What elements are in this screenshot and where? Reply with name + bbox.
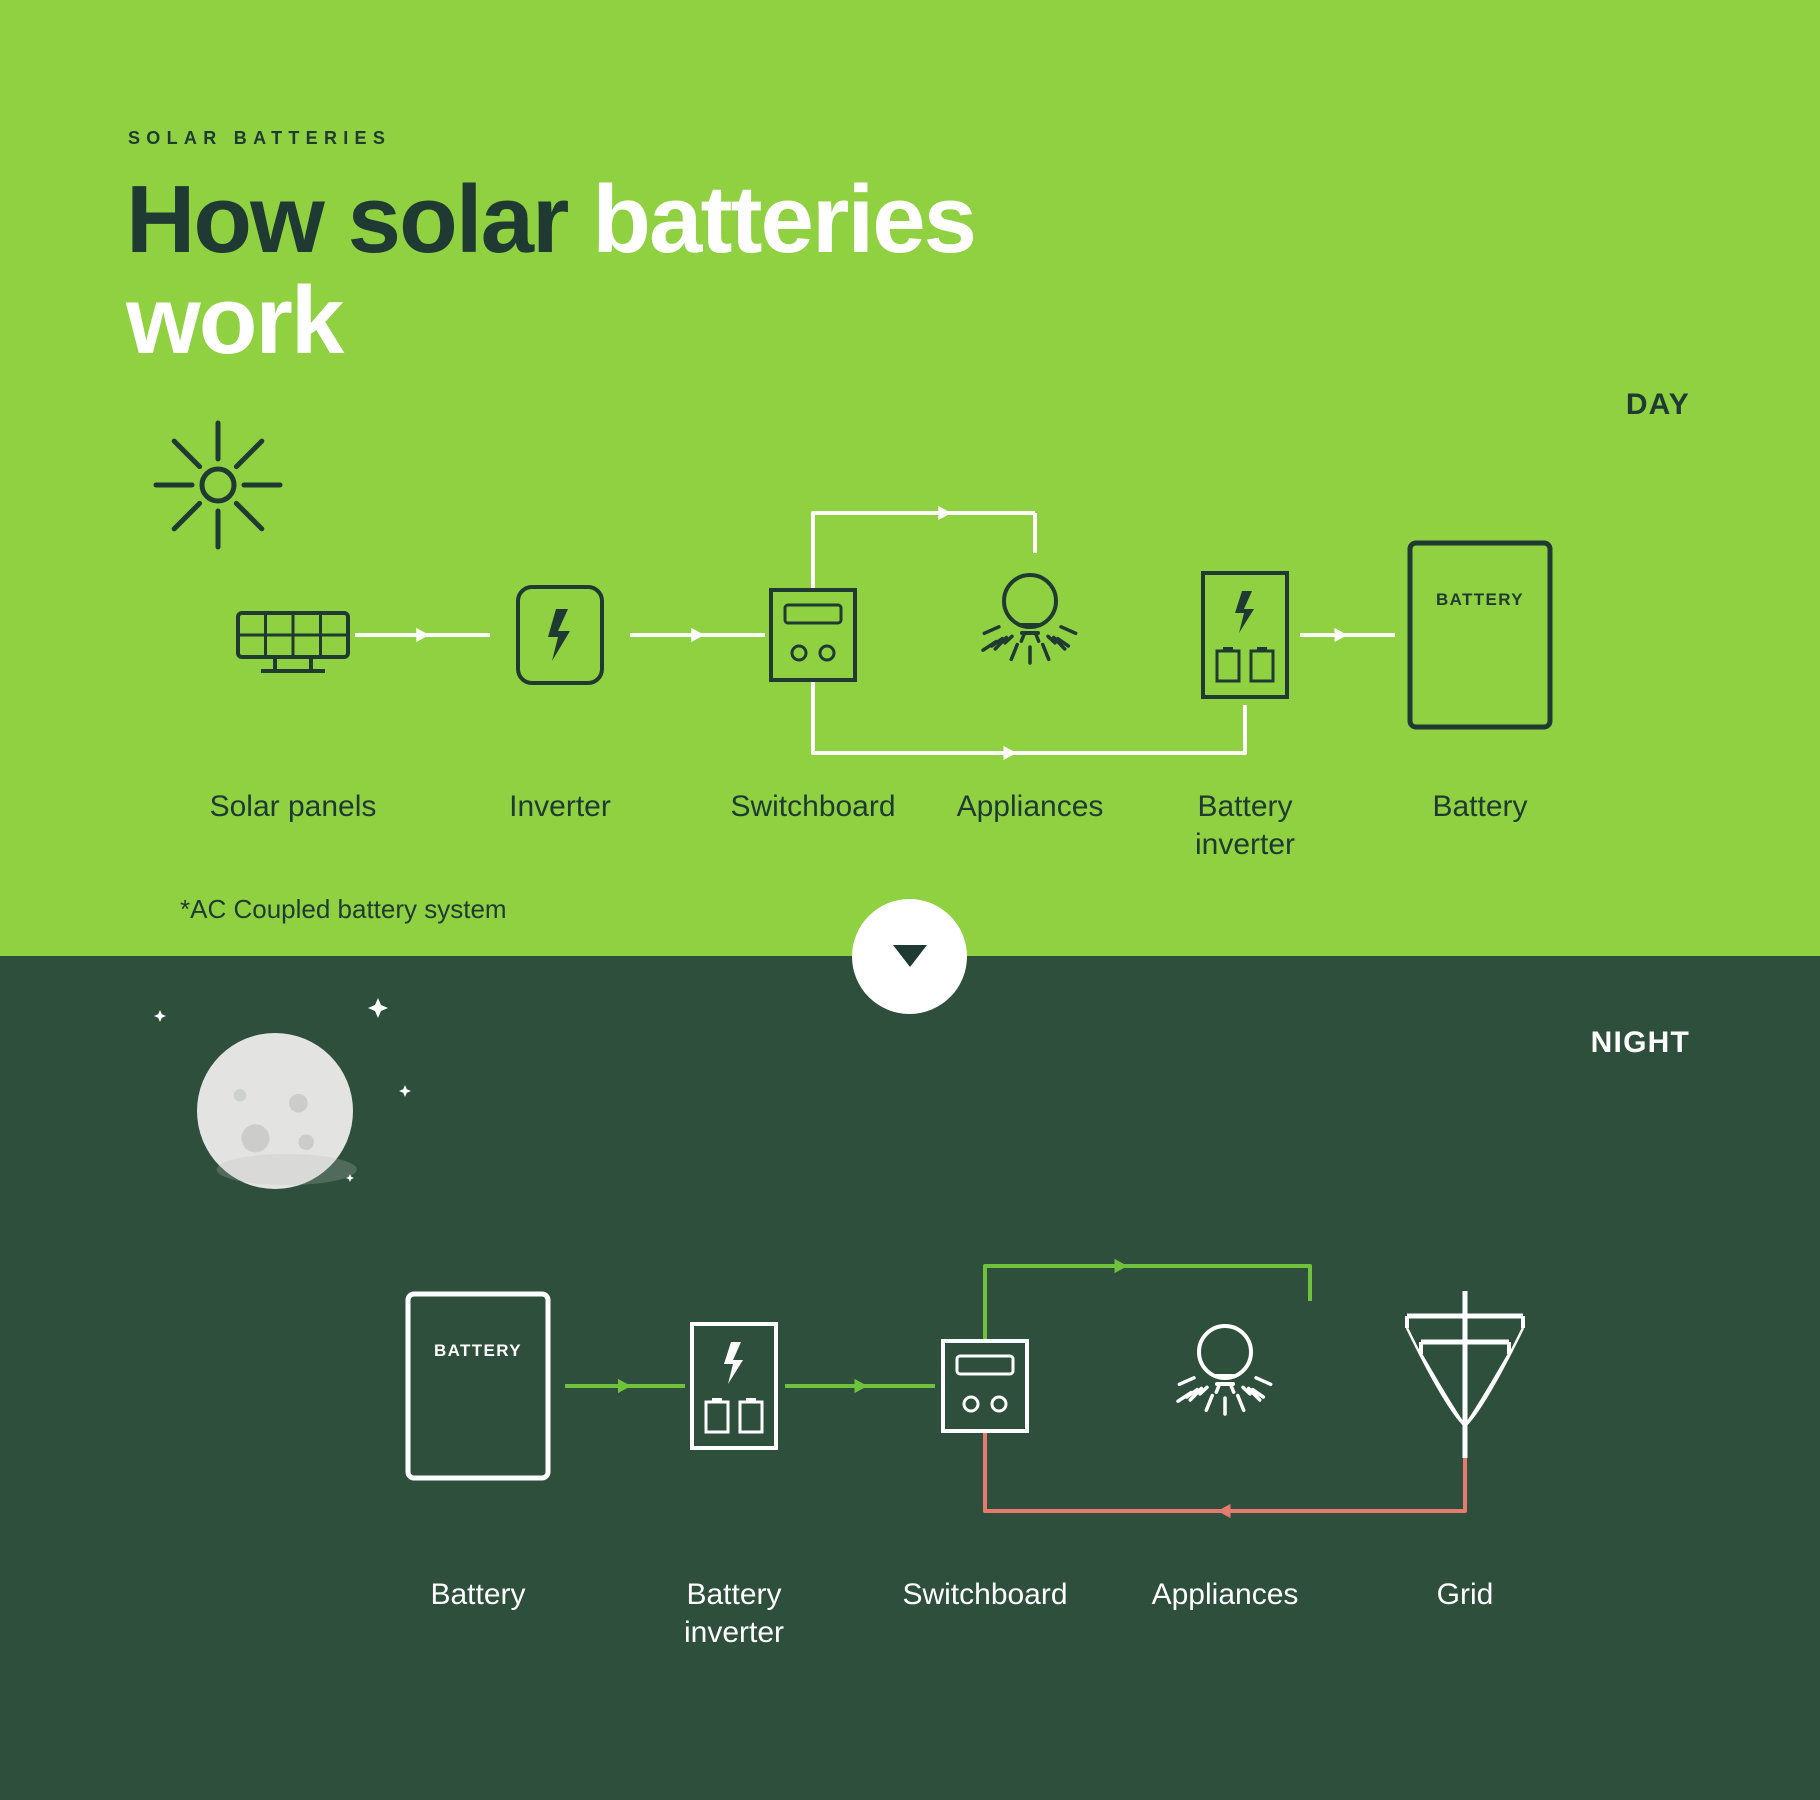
svg-text:BATTERY: BATTERY [434,1341,522,1360]
day-panel: SOLAR BATTERIES How solar batterieswork … [0,0,1820,956]
node-label: Inverter [440,788,680,826]
node-label: Batteryinverter [614,1576,854,1651]
node-label: Switchboard [693,788,933,826]
night-panel: NIGHT BATTERY BatteryBatteryinverterSwit… [0,956,1820,1800]
node-label: Switchboard [865,1576,1105,1614]
node-label: Batteryinverter [1125,788,1365,863]
node-label: Battery [1360,788,1600,826]
svg-text:BATTERY: BATTERY [1436,590,1524,609]
node-label: Battery [358,1576,598,1614]
node-label: Appliances [910,788,1150,826]
node-label: Appliances [1105,1576,1345,1614]
node-label: Solar panels [173,788,413,826]
node-label: Grid [1345,1576,1585,1614]
divider-chevron [852,899,967,1014]
night-diagram: BATTERY [0,956,1820,1800]
